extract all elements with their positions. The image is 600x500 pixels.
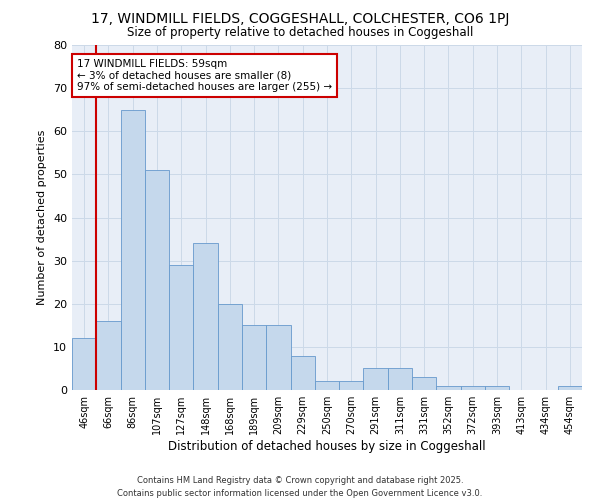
Bar: [364, 368, 388, 390]
Bar: [461, 386, 485, 390]
Text: 17 WINDMILL FIELDS: 59sqm
← 3% of detached houses are smaller (8)
97% of semi-de: 17 WINDMILL FIELDS: 59sqm ← 3% of detach…: [77, 59, 332, 92]
X-axis label: Distribution of detached houses by size in Coggeshall: Distribution of detached houses by size …: [168, 440, 486, 453]
Bar: [72, 338, 96, 390]
Bar: [436, 386, 461, 390]
Bar: [412, 377, 436, 390]
Text: Contains HM Land Registry data © Crown copyright and database right 2025.
Contai: Contains HM Land Registry data © Crown c…: [118, 476, 482, 498]
Bar: [290, 356, 315, 390]
Bar: [96, 321, 121, 390]
Bar: [169, 265, 193, 390]
Bar: [242, 326, 266, 390]
Bar: [558, 386, 582, 390]
Bar: [339, 382, 364, 390]
Bar: [121, 110, 145, 390]
Bar: [145, 170, 169, 390]
Bar: [485, 386, 509, 390]
Y-axis label: Number of detached properties: Number of detached properties: [37, 130, 47, 305]
Bar: [218, 304, 242, 390]
Text: 17, WINDMILL FIELDS, COGGESHALL, COLCHESTER, CO6 1PJ: 17, WINDMILL FIELDS, COGGESHALL, COLCHES…: [91, 12, 509, 26]
Bar: [315, 382, 339, 390]
Text: Size of property relative to detached houses in Coggeshall: Size of property relative to detached ho…: [127, 26, 473, 39]
Bar: [193, 244, 218, 390]
Bar: [266, 326, 290, 390]
Bar: [388, 368, 412, 390]
